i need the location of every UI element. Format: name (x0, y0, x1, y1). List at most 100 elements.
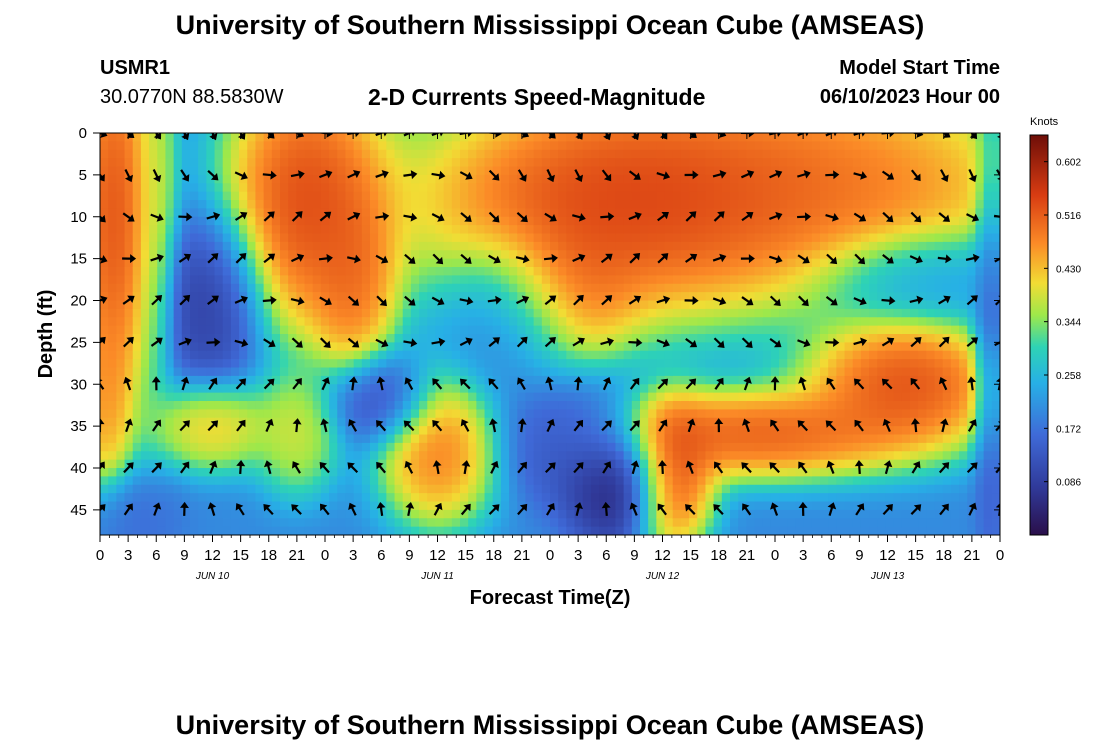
heatmap-cell (443, 292, 453, 302)
heatmap-cell (918, 317, 927, 327)
heatmap-cell (181, 183, 191, 193)
heatmap-cell (509, 250, 518, 260)
heatmap-cell (345, 342, 355, 352)
heatmap-cell (386, 233, 396, 243)
heatmap-cell (280, 258, 289, 268)
heatmap-cell (304, 417, 314, 427)
heatmap-cell (640, 300, 649, 310)
heatmap-cell (779, 250, 788, 260)
heatmap-cell (852, 317, 862, 327)
heatmap-cell (738, 233, 747, 243)
heatmap-cell (239, 359, 248, 369)
heatmap-cell (566, 241, 576, 251)
heatmap-cell (132, 225, 142, 235)
heatmap-cell (370, 484, 379, 494)
heatmap-cell (230, 133, 240, 142)
heatmap-cell (746, 250, 756, 260)
heatmap-cell (680, 275, 690, 285)
heatmap-cell (942, 283, 952, 293)
heatmap-cell (680, 350, 690, 360)
heatmap-cell (296, 225, 306, 235)
heatmap-cell (157, 149, 167, 159)
heatmap-cell (410, 275, 420, 285)
heatmap-cell (852, 174, 862, 184)
heatmap-cell (312, 300, 322, 310)
heatmap-cell (427, 258, 437, 268)
heatmap-cell (132, 468, 142, 477)
heatmap-cell (566, 317, 576, 327)
heatmap-cell (942, 426, 952, 436)
heatmap-cell (754, 350, 764, 360)
heatmap-cell (435, 317, 445, 327)
heatmap-cell (705, 200, 715, 209)
heatmap-cell (869, 392, 878, 402)
heatmap-cell (705, 451, 715, 461)
heatmap-cell (631, 275, 641, 285)
heatmap-cell (435, 141, 445, 151)
heatmap-cell (509, 308, 518, 318)
heatmap-cell (345, 149, 355, 159)
heatmap-cell (787, 149, 797, 159)
heatmap-cell (713, 325, 723, 335)
heatmap-cell (476, 442, 486, 452)
heatmap-cell (500, 442, 510, 452)
heatmap-cell (680, 267, 690, 276)
heatmap-cell (132, 451, 142, 461)
heatmap-cell (746, 183, 756, 193)
heatmap-cell (509, 141, 518, 151)
heatmap-cell (320, 334, 330, 343)
heatmap-cell (680, 283, 690, 293)
heatmap-cell (844, 392, 854, 402)
heatmap-cell (239, 401, 248, 410)
heatmap-cell (738, 133, 747, 142)
heatmap-cell (623, 241, 633, 251)
heatmap-cell (762, 484, 772, 494)
heatmap-cell (181, 191, 191, 201)
heatmap-cell (157, 216, 167, 226)
heatmap-cell (312, 158, 322, 168)
heatmap-cell (100, 300, 109, 310)
heatmap-cell (509, 401, 518, 410)
heatmap-cell (615, 367, 625, 377)
heatmap-cell (820, 409, 829, 419)
heatmap-cell (173, 200, 183, 209)
heatmap-cell (320, 484, 330, 494)
heatmap-cell (860, 459, 870, 469)
heatmap-cell (370, 476, 379, 486)
heatmap-cell (566, 451, 576, 461)
heatmap-cell (280, 158, 289, 168)
heatmap-cell (836, 384, 846, 394)
heatmap-cell (337, 267, 347, 276)
heatmap-cell (844, 409, 854, 419)
heatmap-cell (476, 158, 486, 168)
heatmap-cell (255, 451, 265, 461)
heatmap-cell (124, 300, 134, 310)
heatmap-cell (746, 216, 756, 226)
heatmap-cell (623, 442, 633, 452)
heatmap-cell (255, 501, 265, 511)
heatmap-cell (149, 334, 158, 343)
heatmap-cell (697, 292, 707, 302)
heatmap-cell (582, 518, 592, 528)
heatmap-cell (100, 442, 109, 452)
heatmap-cell (509, 384, 518, 394)
heatmap-cell (451, 133, 461, 142)
heatmap-cell (460, 493, 469, 503)
heatmap-cell (713, 258, 723, 268)
heatmap-cell (541, 283, 551, 293)
heatmap-cell (214, 409, 224, 419)
heatmap-cell (517, 233, 527, 243)
heatmap-cell (280, 308, 289, 318)
heatmap-cell (296, 350, 306, 360)
heatmap-cell (893, 250, 903, 260)
heatmap-cell (288, 451, 297, 461)
heatmap-cell (893, 283, 903, 293)
heatmap-cell (574, 325, 584, 335)
heatmap-cell (500, 158, 510, 168)
heatmap-cell (787, 509, 797, 519)
heatmap-cell (803, 451, 813, 461)
heatmap-cell (255, 225, 265, 235)
heatmap-cell (394, 141, 404, 151)
heatmap-cell (934, 409, 944, 419)
heatmap-cell (271, 493, 281, 503)
